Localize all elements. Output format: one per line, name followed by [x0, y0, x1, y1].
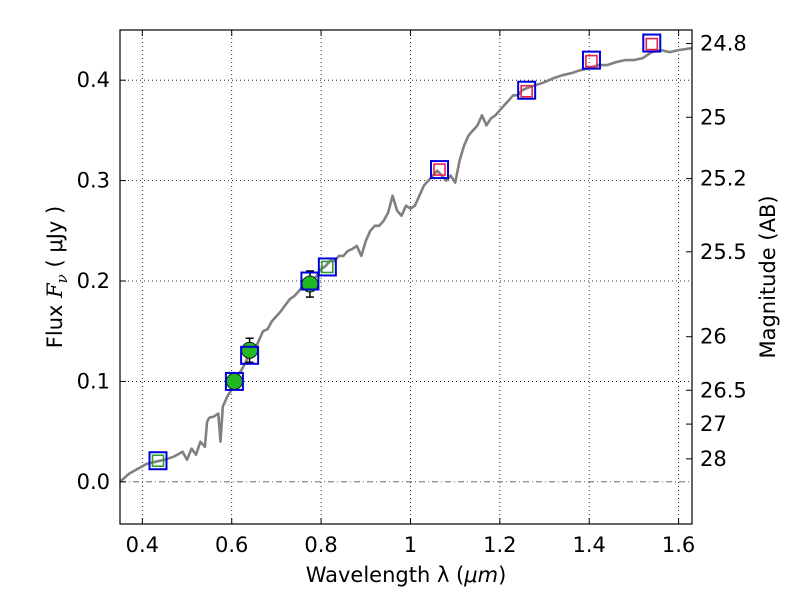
- model-band-box: [224, 371, 244, 391]
- mag-tick-label: 25.2: [700, 167, 747, 191]
- tick-marks: [120, 30, 692, 524]
- synthetic-band-marker: [645, 37, 659, 51]
- x-tick-label: 1: [404, 533, 417, 557]
- x-axis-label: Wavelength λ (μm): [306, 563, 507, 587]
- mag-tick-label: 27: [700, 412, 727, 436]
- model-band-box: [430, 160, 450, 180]
- model-band-box: [300, 271, 320, 291]
- synthetic-band-marker: [151, 454, 165, 468]
- y-tick-label: 0.1: [77, 369, 110, 393]
- observed-marker: [225, 373, 243, 390]
- synthetic-band-marker: [585, 54, 598, 68]
- model-band-box: [642, 33, 662, 53]
- mag-tick-label: 25: [700, 105, 727, 129]
- x-tick-label: 0.6: [215, 533, 248, 557]
- observed-point: [225, 373, 243, 390]
- mag-tick-label: 24.8: [700, 32, 747, 56]
- y-tick-label: 0.4: [77, 68, 110, 92]
- model-band-box: [517, 80, 537, 100]
- model-band-box: [240, 345, 260, 365]
- x-tick-label: 1.4: [573, 533, 606, 557]
- x-tick-label: 0.8: [304, 533, 337, 557]
- mag-tick-label: 25.5: [700, 240, 747, 264]
- model-band-box: [581, 50, 601, 70]
- x-tick-label: 1.6: [662, 533, 695, 557]
- synthetic-band-marker: [321, 260, 334, 274]
- mag-tick-label: 26: [700, 325, 727, 349]
- tick-labels: 0.4 0.6 0.8 1 1.2 1.4 1.6 0.0 0.1 0.2 0.3 0.4 24.8 25…: [77, 32, 747, 557]
- synthetic-band-marker: [520, 84, 533, 98]
- x-tick-label: 0.4: [126, 533, 159, 557]
- mag-tick-label: 26.5: [700, 378, 747, 402]
- mag-tick-label: 28: [700, 447, 727, 471]
- plot-frame: [119, 29, 693, 525]
- band-box-layer: [148, 33, 662, 471]
- synthetic-band-marker: [433, 163, 446, 176]
- y-tick-label: 0.0: [77, 470, 110, 494]
- y-tick-label: 0.3: [77, 169, 110, 193]
- plot-background: [120, 30, 692, 524]
- model-band-box: [317, 257, 337, 277]
- x-tick-label: 1.2: [483, 533, 516, 557]
- y-tick-label: 0.2: [77, 269, 110, 293]
- model-band-box: [148, 451, 168, 471]
- observed-marker: [241, 341, 258, 359]
- y-axis-label: Flux Fν ( μJy ): [43, 206, 71, 348]
- y2-axis-label: Magnitude (AB): [756, 195, 780, 358]
- gridlines: [120, 30, 692, 524]
